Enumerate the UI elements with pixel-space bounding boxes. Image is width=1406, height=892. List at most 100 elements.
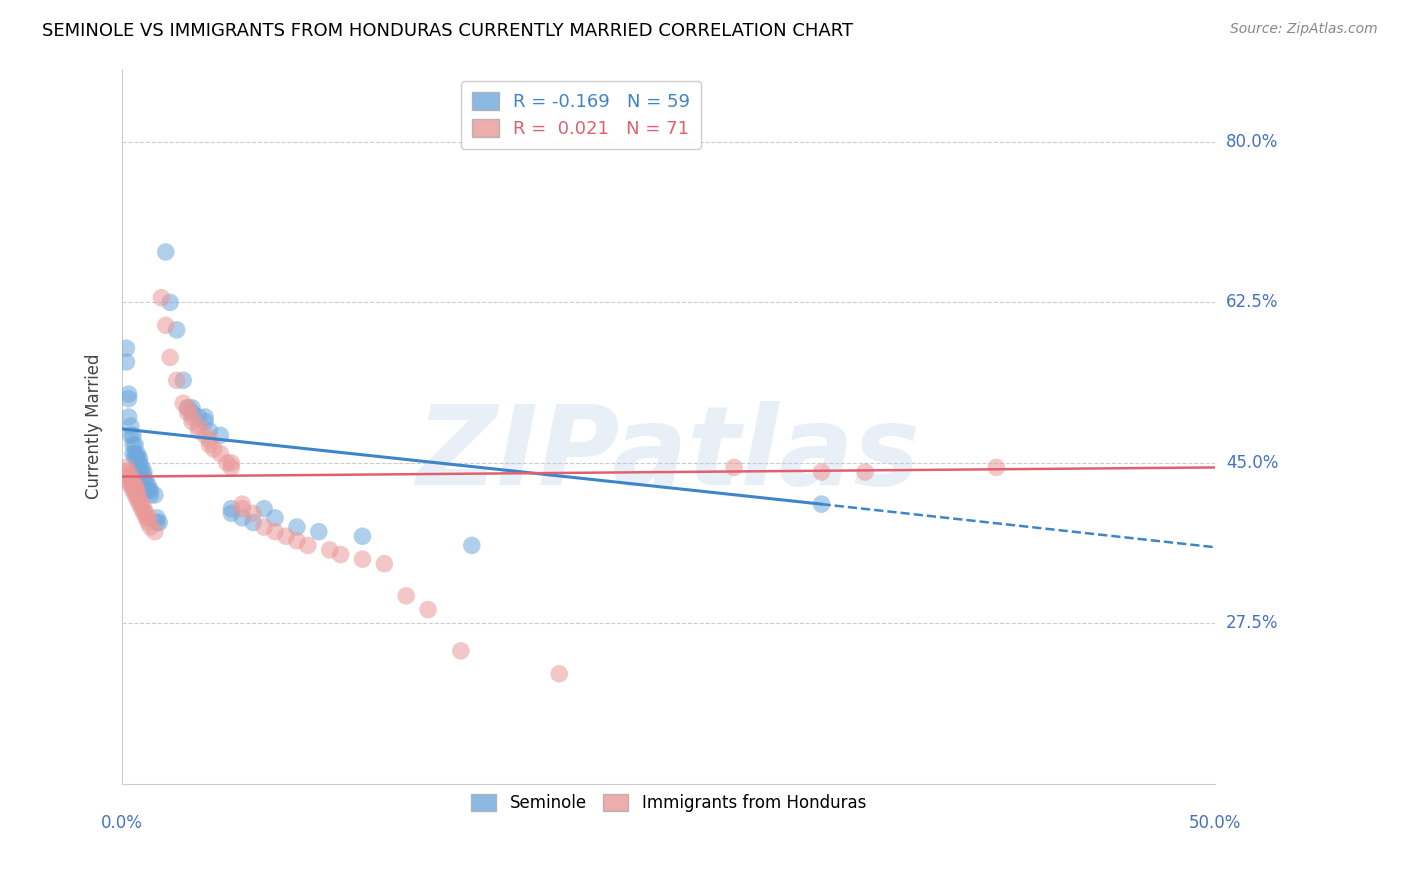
Text: 80.0%: 80.0% [1226,133,1278,151]
Point [221,460,243,475]
Point [120,469,142,483]
Point [124,479,146,493]
Point [122,483,145,498]
Point [136,479,159,493]
Text: Source: ZipAtlas.com: Source: ZipAtlas.com [1230,22,1378,37]
Point [143,524,166,539]
Point [416,602,439,616]
Text: 50.0%: 50.0% [1188,814,1241,832]
Point [194,428,217,442]
Point [202,442,225,456]
Point [139,483,162,498]
Point [135,474,157,488]
Point [124,437,146,451]
Point [122,479,145,493]
Point [127,492,149,507]
Point [132,469,155,483]
Point [131,465,153,479]
Point [128,465,150,479]
Point [127,456,149,470]
Point [231,497,253,511]
Point [810,465,832,479]
Text: 27.5%: 27.5% [1226,615,1278,632]
Point [128,492,150,507]
Text: 0.0%: 0.0% [101,814,143,832]
Point [139,488,162,502]
Point [117,469,139,483]
Point [132,501,155,516]
Text: 45.0%: 45.0% [1226,454,1278,472]
Point [136,516,159,530]
Point [146,516,169,530]
Text: 62.5%: 62.5% [1226,293,1278,311]
Point [136,511,159,525]
Text: SEMINOLE VS IMMIGRANTS FROM HONDURAS CURRENTLY MARRIED CORRELATION CHART: SEMINOLE VS IMMIGRANTS FROM HONDURAS CUR… [42,22,853,40]
Point [143,488,166,502]
Point [124,483,146,498]
Point [242,506,264,520]
Point [150,291,173,305]
Point [120,474,142,488]
Point [115,465,138,479]
Point [148,516,170,530]
Point [308,524,330,539]
Point [187,424,209,438]
Point [209,428,232,442]
Point [128,451,150,466]
Point [132,506,155,520]
Point [127,451,149,466]
Point [221,501,243,516]
Point [231,501,253,516]
Point [128,456,150,470]
Point [329,548,352,562]
Point [253,501,276,516]
Point [221,456,243,470]
Point [139,520,162,534]
Point [128,497,150,511]
Point [132,474,155,488]
Point [132,465,155,479]
Point [285,533,308,548]
Point [297,538,319,552]
Point [176,405,198,419]
Point [548,666,571,681]
Point [117,387,139,401]
Point [176,401,198,415]
Point [127,447,149,461]
Point [181,415,204,429]
Point [450,644,472,658]
Point [264,511,287,525]
Point [166,323,188,337]
Point [853,465,876,479]
Point [131,497,153,511]
Point [986,460,1008,475]
Point [120,419,142,434]
Point [122,474,145,488]
Y-axis label: Currently Married: Currently Married [86,353,103,499]
Point [352,552,374,566]
Point [172,373,194,387]
Point [373,557,395,571]
Point [215,456,238,470]
Point [209,447,232,461]
Point [155,244,177,259]
Point [181,401,204,415]
Point [395,589,418,603]
Point [122,428,145,442]
Point [187,419,209,434]
Point [131,501,153,516]
Point [136,483,159,498]
Point [198,424,221,438]
Point [274,529,297,543]
Point [352,529,374,543]
Point [120,479,142,493]
Point [810,497,832,511]
Point [242,516,264,530]
Point [135,483,157,498]
Point [264,524,287,539]
Point [115,460,138,475]
Point [135,506,157,520]
Point [723,460,745,475]
Point [117,465,139,479]
Point [124,447,146,461]
